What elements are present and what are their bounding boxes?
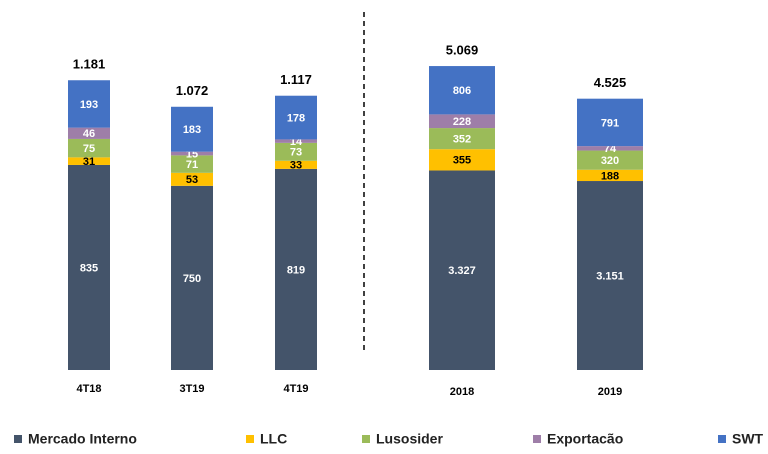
data-label: 183 [183,124,201,136]
total-label: 4.525 [594,75,627,90]
data-label: 791 [601,117,619,129]
bar-segment [68,127,110,139]
bar-segment [68,157,110,165]
bar-segment [275,160,317,169]
data-label: 53 [186,174,198,186]
total-label: 5.069 [446,42,479,57]
data-label: 228 [453,116,471,128]
bar-segment [171,155,213,173]
bar-segment [429,128,495,150]
data-label: 31 [83,156,95,168]
legend-swatch [533,435,541,443]
data-label: 750 [183,273,201,285]
bar-segment [275,168,317,370]
bar-segment [275,95,317,140]
data-label: 71 [186,159,198,171]
legend-label: Mercado Interno [28,431,137,447]
bar-segment [577,98,643,147]
total-label: 1.181 [73,57,106,72]
data-label: 320 [601,155,619,167]
bar-segment [429,66,495,115]
bar-segment [275,139,317,143]
bar-segment [171,172,213,186]
bar-segment [275,142,317,161]
legend-label: LLC [260,431,287,447]
legend-swatch [718,435,726,443]
bar-segment [171,106,213,152]
data-label: 3.327 [448,265,476,277]
bar-segment [68,138,110,158]
x-tick-label: 2019 [598,386,622,398]
x-tick-label: 2018 [450,386,474,398]
data-label: 73 [290,147,302,159]
data-label: 46 [83,128,95,140]
bar-segment [68,164,110,370]
legend-label: Lusosider [376,431,443,447]
bar-segment [68,80,110,128]
data-label: 806 [453,85,471,97]
x-tick-label: 4T18 [76,383,101,395]
data-label: 355 [453,155,471,167]
bar-segment [577,150,643,170]
legend-swatch [246,435,254,443]
total-label: 1.072 [176,83,209,98]
total-label: 1.117 [280,72,312,87]
bar-segment [171,185,213,370]
bar-segment [577,146,643,151]
data-label: 33 [290,160,302,172]
data-label: 74 [604,143,617,155]
legend-label: Exportacão [547,431,623,447]
legend-swatch [362,435,370,443]
data-label: 3.151 [596,270,624,282]
data-label: 75 [83,143,95,155]
data-label: 819 [287,264,305,276]
bar-segment [429,170,495,370]
legend-swatch [14,435,22,443]
data-label: 178 [287,112,305,124]
bar-segment [429,114,495,129]
x-tick-label: 4T19 [283,383,308,395]
bar-segment [429,149,495,171]
bar-segment [577,181,643,370]
bar-segment [577,169,643,182]
data-label: 352 [453,134,471,146]
bar-segment [171,151,213,156]
x-tick-label: 3T19 [179,383,204,395]
data-label: 193 [80,99,98,111]
legend-label: SWT [732,431,764,447]
data-label: 835 [80,262,98,274]
data-label: 188 [601,170,619,182]
